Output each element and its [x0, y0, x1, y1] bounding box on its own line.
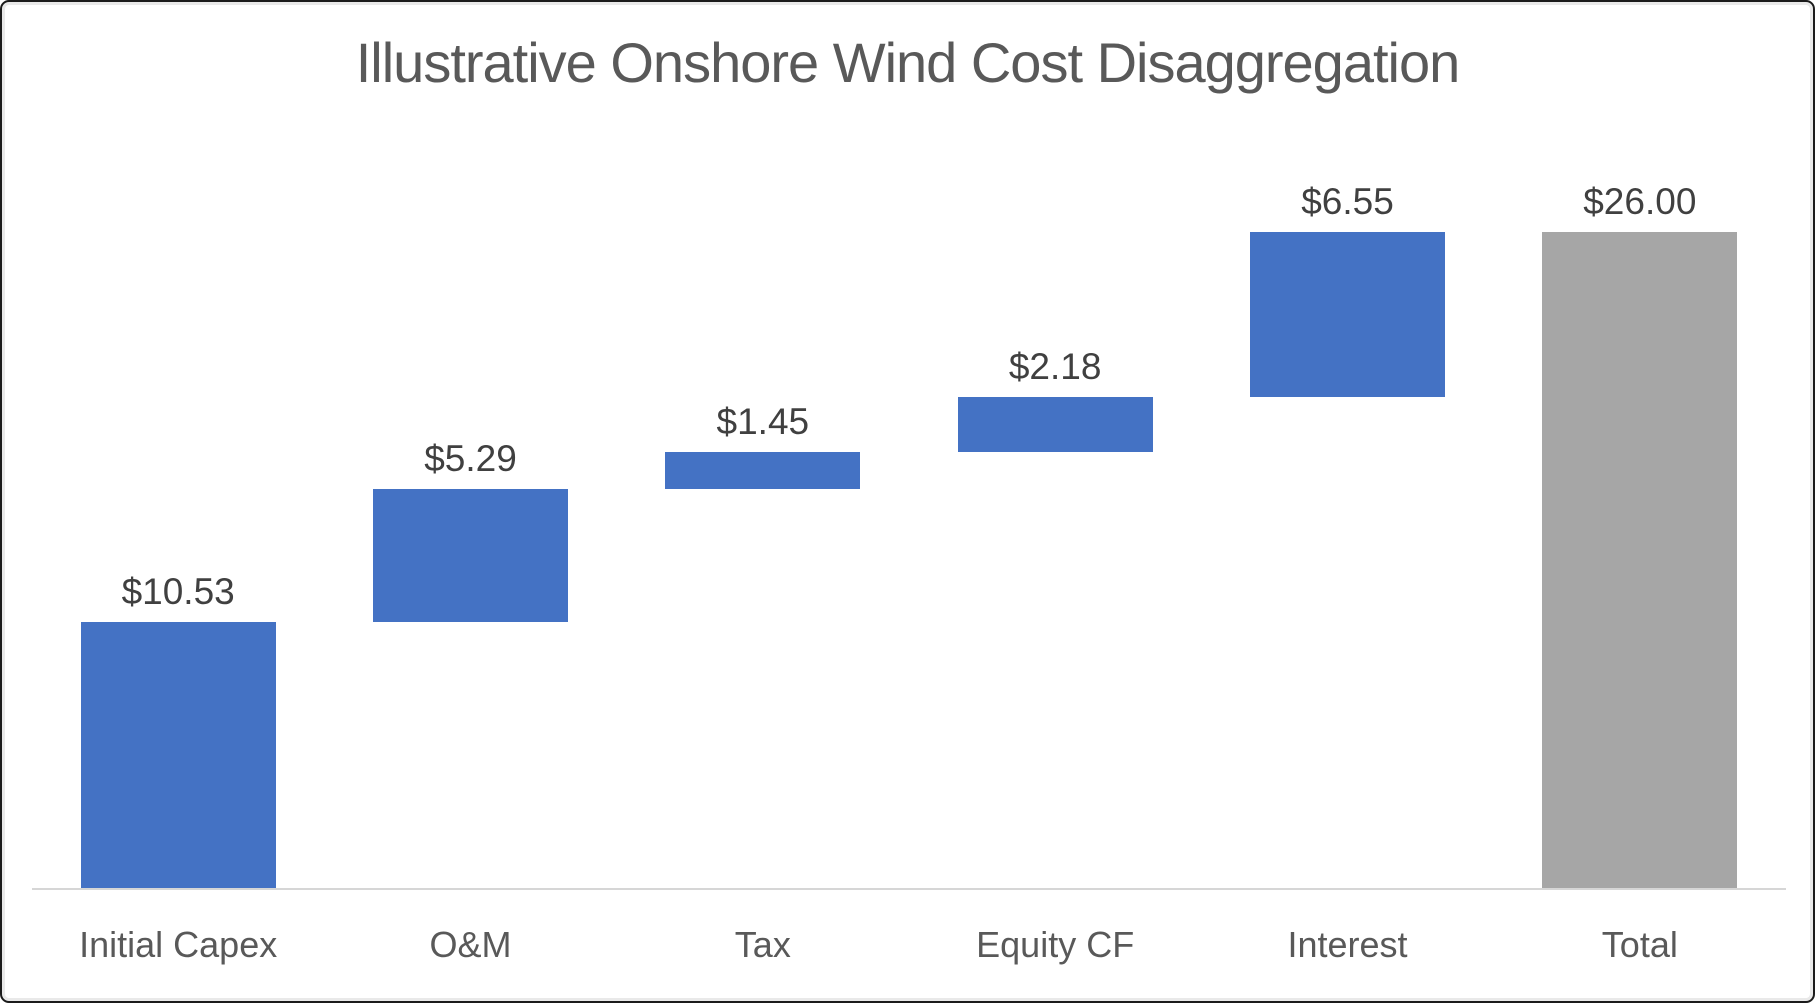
data-label-initial-capex: $10.53 [121, 571, 235, 613]
data-label-tax: $1.45 [716, 401, 810, 443]
chart-title: Illustrative Onshore Wind Cost Disaggreg… [355, 31, 1461, 94]
data-label-equity-cf: $2.18 [1008, 346, 1102, 388]
bar-initial-capex [80, 622, 276, 888]
category-label-equity-cf: Equity CF [976, 924, 1135, 965]
category-label-initial-capex: Initial Capex [79, 924, 278, 965]
bar-o-m [373, 488, 568, 623]
data-label-total: $26.00 [1583, 181, 1697, 222]
data-label-o-m: $5.29 [424, 437, 517, 479]
x-axis-line [32, 888, 1786, 890]
bar-equity-cf [957, 397, 1153, 453]
category-label-tax: Tax [734, 924, 791, 965]
bar-tax [665, 452, 861, 489]
bar-interest [1250, 232, 1445, 398]
category-label-o-m: O&M [429, 924, 512, 965]
bar-total [1542, 232, 1738, 888]
category-label-total: Total [1601, 924, 1678, 965]
category-label-interest: Interest [1287, 924, 1408, 965]
data-label-interest: $6.55 [1301, 181, 1394, 222]
